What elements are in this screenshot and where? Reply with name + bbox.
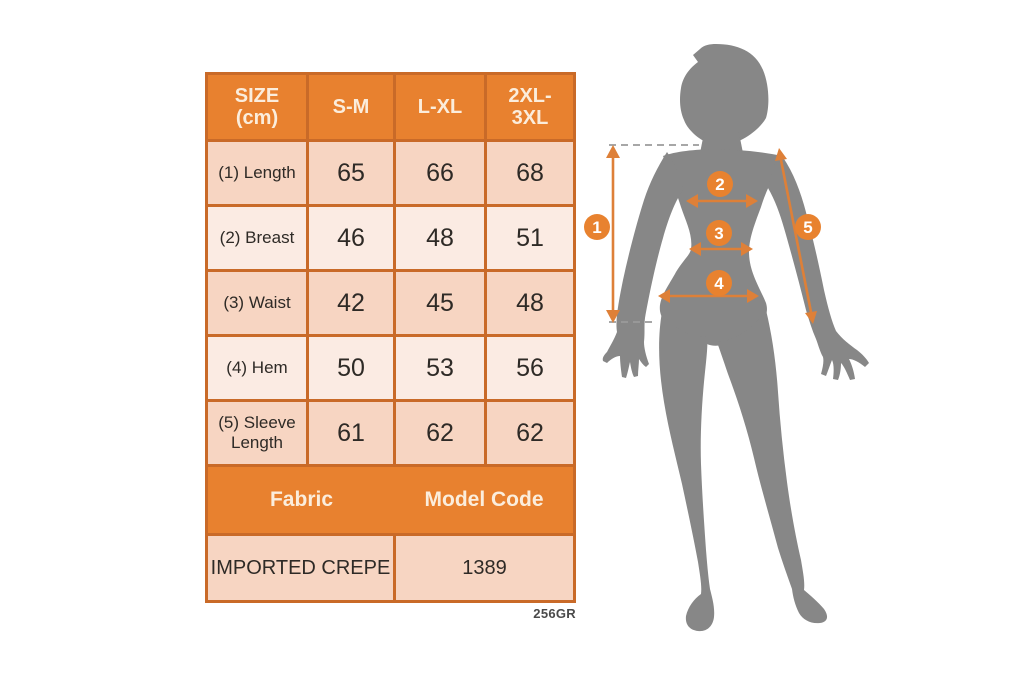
length-lxl-value: 66 xyxy=(396,142,484,204)
breast-arrow xyxy=(686,194,758,208)
header-col-sm-label: S-M xyxy=(332,95,370,118)
header-col-2xl3xl-label: 2XL-3XL xyxy=(508,84,552,129)
marker-3-badge: 3 xyxy=(706,220,732,246)
hem-2xl3xl-value: 56 xyxy=(487,337,573,399)
length-sm-value: 65 xyxy=(309,142,393,204)
marker-1-number: 1 xyxy=(592,218,601,237)
silhouette-head-hair xyxy=(680,44,769,143)
header-size-cm: SIZE (cm) xyxy=(208,75,306,139)
row-length-label: (1) Length xyxy=(208,142,306,204)
model-code-header: Model Code xyxy=(424,488,544,511)
hem-lxl-value: 53 xyxy=(396,337,484,399)
fabric-modelcode-band: Fabric Model Code xyxy=(208,467,573,533)
sleeve-2xl3xl-value: 62 xyxy=(487,402,573,464)
marker-5-number: 5 xyxy=(803,218,812,237)
header-col-lxl: L-XL xyxy=(396,75,484,139)
fabric-value: IMPORTED CREPE xyxy=(208,536,393,600)
marker-3-number: 3 xyxy=(714,224,723,243)
silhouette-left-leg xyxy=(659,312,715,632)
marker-5-badge: 5 xyxy=(795,214,821,240)
waist-lxl-value: 45 xyxy=(396,272,484,334)
header-col-2xl3xl: 2XL-3XL xyxy=(487,75,573,139)
row-sleeve-length-label: (5) Sleeve Length xyxy=(208,402,306,464)
fabric-header: Fabric xyxy=(269,488,334,511)
sleeve-sm-value: 61 xyxy=(309,402,393,464)
hem-sm-value: 50 xyxy=(309,337,393,399)
length-arrow xyxy=(606,145,620,323)
header-size-cm-label: SIZE (cm) xyxy=(234,84,280,129)
female-body-silhouette xyxy=(602,44,869,632)
waist-sm-value: 42 xyxy=(309,272,393,334)
silhouette-right-arm xyxy=(768,152,869,380)
silhouette-right-leg xyxy=(717,310,828,624)
header-col-sm: S-M xyxy=(309,75,393,139)
breast-sm-value: 46 xyxy=(309,207,393,269)
row-hem-label: (4) Hem xyxy=(208,337,306,399)
marker-2-number: 2 xyxy=(715,175,724,194)
sleeve-lxl-value: 62 xyxy=(396,402,484,464)
model-code-value: 1389 xyxy=(396,536,573,600)
length-2xl3xl-value: 68 xyxy=(487,142,573,204)
waist-arrow xyxy=(689,242,753,256)
waist-2xl3xl-value: 48 xyxy=(487,272,573,334)
row-waist-label: (3) Waist xyxy=(208,272,306,334)
header-col-lxl-label: L-XL xyxy=(417,95,463,118)
breast-lxl-value: 48 xyxy=(396,207,484,269)
product-code-caption: 256GR xyxy=(533,606,576,621)
marker-4-badge: 4 xyxy=(706,270,732,296)
size-chart-table: SIZE (cm) S-M L-XL 2XL-3XL (1) Length 65… xyxy=(205,72,576,603)
row-breast-label: (2) Breast xyxy=(208,207,306,269)
breast-2xl3xl-value: 51 xyxy=(487,207,573,269)
sleeve-length-arrow xyxy=(775,148,817,324)
marker-4-number: 4 xyxy=(714,274,724,293)
marker-1-badge: 1 xyxy=(584,214,610,240)
marker-2-badge: 2 xyxy=(707,171,733,197)
hem-arrow xyxy=(658,289,759,303)
